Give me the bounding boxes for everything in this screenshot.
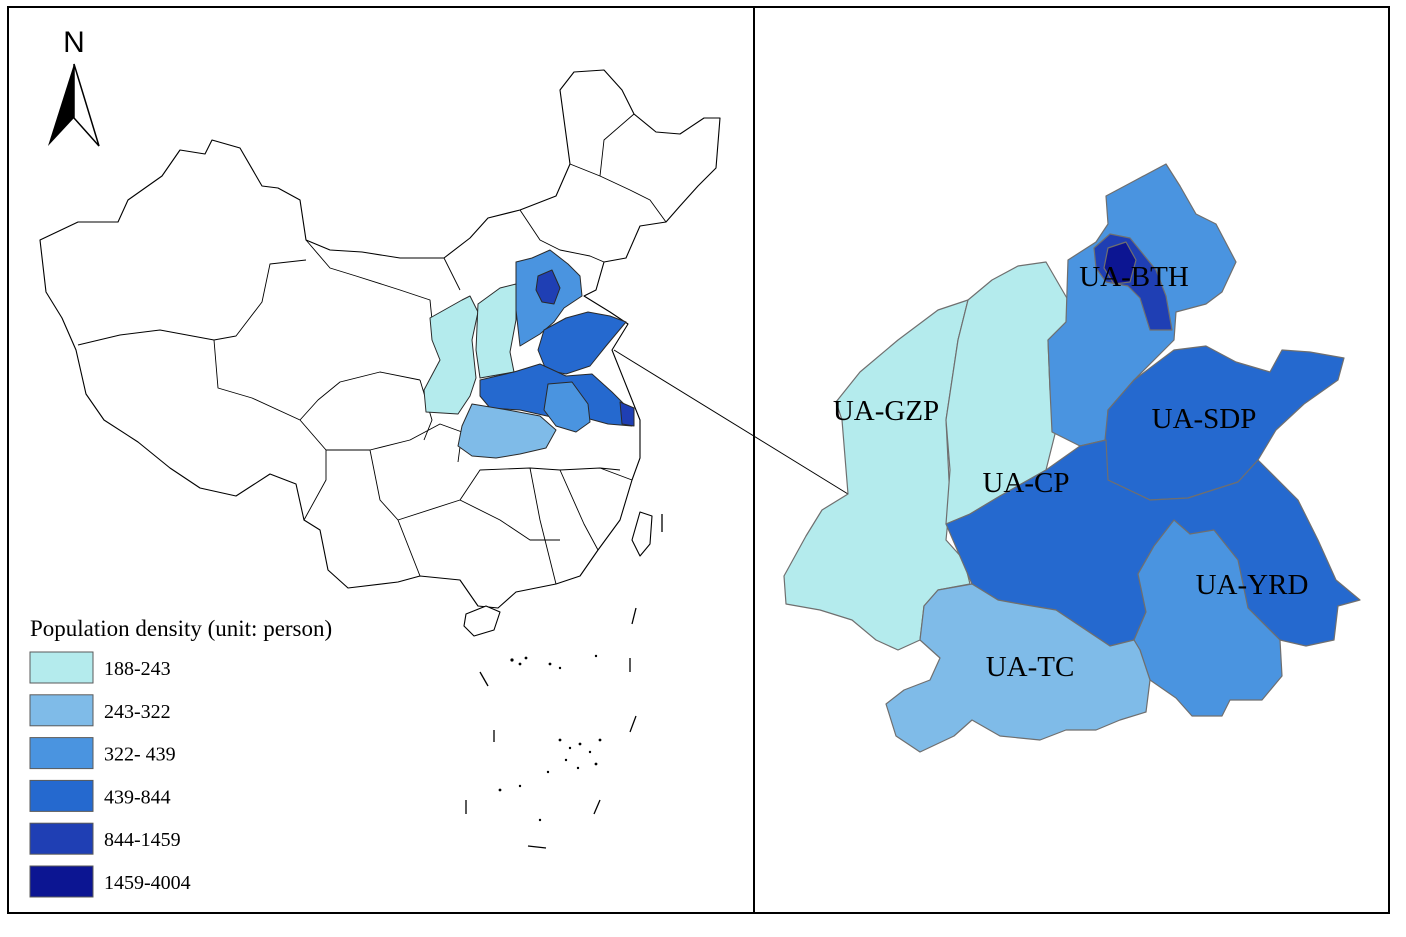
region-ua-bth-capital — [1103, 241, 1137, 285]
mini-ua-tc — [457, 403, 557, 459]
legend-title: Population density (unit: person) — [30, 616, 332, 641]
label-ua-cp: UA-CP — [982, 467, 1069, 499]
region-labels: UA-BTH UA-GZP UA-SDP UA-CP UA-YRD UA-TC — [833, 261, 1309, 683]
legend-label: 188-243 — [104, 658, 171, 680]
mini-ua-cp — [475, 283, 517, 379]
legend-swatch — [29, 694, 94, 727]
hainan-island — [463, 605, 501, 637]
taiwan-island — [631, 511, 653, 557]
north-arrow-label: N — [63, 26, 85, 59]
legend-items: 188-243 243-322 322- 439 439-844 844-1459 145… — [29, 651, 191, 898]
legend-label: 243-322 — [104, 701, 171, 723]
legend-swatch — [29, 779, 94, 812]
legend-swatch — [29, 865, 94, 898]
north-arrow-left-half — [48, 64, 74, 146]
enlarged-study-area — [783, 163, 1361, 753]
label-ua-gzp: UA-GZP — [833, 395, 939, 427]
label-ua-yrd: UA-YRD — [1196, 569, 1309, 601]
label-ua-bth: UA-BTH — [1079, 261, 1189, 293]
mini-ua-sdp — [537, 311, 627, 375]
legend-label: 844-1459 — [104, 829, 181, 851]
south-sea-islands — [498, 654, 602, 822]
mini-ua-east-edge — [619, 401, 635, 427]
label-ua-tc: UA-TC — [986, 651, 1075, 683]
legend-swatch — [29, 737, 94, 770]
legend-label: 1459-4004 — [104, 872, 191, 894]
mini-ua-yrd — [543, 381, 591, 433]
region-ua-tc — [885, 583, 1151, 753]
zoom-connector-line — [613, 349, 849, 495]
legend-swatch — [29, 651, 94, 684]
mini-ua-bth-core — [535, 269, 561, 305]
north-arrow-right-half — [73, 63, 100, 147]
china-map — [39, 69, 721, 637]
nine-dash-line — [465, 514, 663, 849]
north-arrow: N — [48, 26, 100, 147]
mini-ua-gzp — [423, 295, 479, 415]
province-lines — [77, 113, 667, 585]
china-study-area — [423, 249, 635, 459]
region-ua-cp — [945, 261, 1069, 525]
legend: Population density (unit: person) 188-24… — [29, 616, 332, 898]
legend-swatch — [29, 822, 94, 855]
legend-label: 322- 439 — [104, 744, 176, 766]
label-ua-sdp: UA-SDP — [1152, 403, 1257, 435]
legend-label: 439-844 — [104, 786, 171, 808]
